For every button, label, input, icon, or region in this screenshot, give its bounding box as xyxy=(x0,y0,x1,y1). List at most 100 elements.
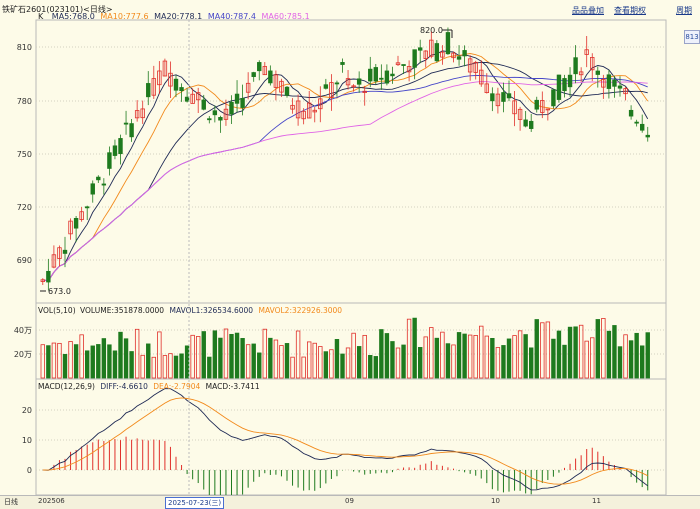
volume-bar xyxy=(634,332,639,379)
volume-bar xyxy=(362,334,367,379)
candle-body xyxy=(445,32,451,55)
volume-bar xyxy=(562,344,567,379)
ma10-label: MA10:777.6 xyxy=(100,12,148,21)
candle-body xyxy=(345,78,351,86)
volume-bar xyxy=(573,326,578,379)
candle-body xyxy=(190,93,195,104)
candle-body xyxy=(168,72,173,87)
macd-dea-line xyxy=(42,397,648,485)
volume-bar xyxy=(517,330,523,379)
candle-body xyxy=(323,84,329,89)
volume-bar xyxy=(229,333,234,379)
candle-body xyxy=(562,78,567,92)
candle-body xyxy=(162,60,168,77)
period-label: 日线 xyxy=(4,498,18,506)
volume-legend: VOL(5,10) VOLUME:351878.0000 MAVOL1:3265… xyxy=(38,306,342,315)
period-button[interactable]: 周期 xyxy=(676,6,692,15)
candle-body xyxy=(467,58,473,73)
macd-tick-10: 10 xyxy=(22,436,32,445)
candle-body xyxy=(234,93,240,104)
candle-body xyxy=(578,71,584,76)
volume-bar xyxy=(467,334,473,379)
candle-body xyxy=(451,52,456,59)
candle-body xyxy=(273,74,279,88)
macd-diff-text: DIFF:-4.6610 xyxy=(100,382,148,391)
volume-bar xyxy=(340,353,345,379)
volume-bar xyxy=(612,325,617,379)
volume-bar xyxy=(412,317,417,379)
candle-body xyxy=(545,108,551,111)
candle-body xyxy=(390,73,395,77)
volume-bar xyxy=(401,344,406,379)
chart-canvas[interactable]: 810 780 750 720 690 40万 20万 20 10 0 K MA… xyxy=(0,0,700,495)
candle-body xyxy=(351,85,356,88)
candle-body xyxy=(140,108,145,119)
volume-bar xyxy=(62,353,68,379)
volume-bar xyxy=(434,337,440,379)
candle-body xyxy=(479,69,484,85)
candle-body xyxy=(640,123,645,131)
candle-body xyxy=(584,49,589,55)
overlay-button[interactable]: 品品叠加 xyxy=(572,6,604,15)
candle-body xyxy=(373,67,378,82)
macd-dea-text: DEA:-2.7904 xyxy=(153,382,200,391)
y-tick-780: 780 xyxy=(17,97,32,106)
vol-volume-text: VOLUME:351878.0000 xyxy=(80,306,164,315)
candle-body xyxy=(57,247,62,259)
candle-body xyxy=(73,218,79,229)
ma5-label: MA5:768.0 xyxy=(52,12,95,21)
volume-bar xyxy=(90,345,95,379)
volume-bar xyxy=(312,342,317,379)
volume-bar xyxy=(551,338,556,379)
candle-body xyxy=(384,70,390,84)
candle-body xyxy=(556,74,562,100)
macd-tick-20: 20 xyxy=(22,406,32,415)
candle-body xyxy=(129,123,134,138)
candle-body xyxy=(551,89,556,107)
moving-average-lines xyxy=(42,50,649,282)
volume-bar xyxy=(368,355,373,379)
volume-bar xyxy=(146,343,151,379)
candle-body xyxy=(429,39,434,57)
volume-bar xyxy=(545,321,551,379)
candle-body xyxy=(495,93,501,107)
options-button[interactable]: 查看期权 xyxy=(614,6,646,15)
volume-bar xyxy=(456,332,462,379)
candle-body xyxy=(484,83,489,93)
volume-bar xyxy=(107,344,112,379)
volume-bar xyxy=(506,338,512,379)
candle-body xyxy=(146,83,151,98)
candle-body xyxy=(362,90,367,93)
candle-body xyxy=(184,96,190,102)
candle-body xyxy=(406,66,412,73)
volume-bar xyxy=(85,350,90,379)
volume-bar xyxy=(207,356,212,379)
volume-bar xyxy=(79,334,84,379)
candle-body xyxy=(534,99,539,110)
volume-bar xyxy=(640,345,645,379)
volume-bar xyxy=(134,328,140,379)
volume-bar xyxy=(101,338,107,379)
ma60-line xyxy=(42,81,648,282)
candle-body xyxy=(356,78,362,85)
candle-body xyxy=(112,145,118,156)
candle-body xyxy=(223,108,229,120)
candle-body xyxy=(490,93,495,102)
candle-body xyxy=(262,66,267,76)
volume-bar xyxy=(534,319,539,379)
volume-bar xyxy=(245,344,251,379)
candle-body xyxy=(306,102,312,119)
candle-body xyxy=(207,118,212,121)
volume-bar xyxy=(595,319,600,379)
volume-bar xyxy=(157,331,162,379)
vol-prefix: VOL(5,10) xyxy=(38,306,76,315)
candle-body xyxy=(151,78,156,96)
candle-body xyxy=(251,72,256,77)
volume-bar xyxy=(318,346,323,379)
price-scale-button[interactable]: 813 xyxy=(684,30,700,44)
volume-bar xyxy=(334,339,340,379)
volume-bar xyxy=(284,343,290,379)
candle-body xyxy=(645,134,650,138)
y-tick-750: 750 xyxy=(17,150,32,159)
